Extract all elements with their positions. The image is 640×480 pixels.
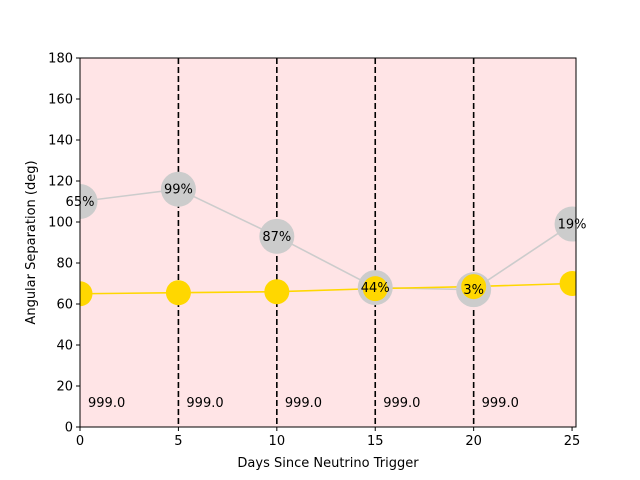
y-tick-label: 120 bbox=[48, 175, 73, 190]
y-tick-label: 20 bbox=[56, 380, 73, 395]
point-labels: 65%99%87%44% 3%19% bbox=[66, 183, 587, 298]
y-tick-label: 140 bbox=[48, 134, 73, 149]
series-marker bbox=[80, 184, 98, 219]
series-marker bbox=[80, 281, 93, 307]
series-marker bbox=[165, 280, 191, 306]
x-tick-label: 0 bbox=[76, 434, 84, 449]
point-label: 99% bbox=[164, 183, 193, 198]
x-tick-label: 25 bbox=[564, 434, 581, 449]
x-tick-label: 15 bbox=[367, 434, 384, 449]
vertical-line-label: 999.0 bbox=[186, 396, 223, 411]
vertical-line-label: 999.0 bbox=[482, 396, 519, 411]
series-group bbox=[80, 171, 576, 308]
y-tick-label: 160 bbox=[48, 93, 73, 108]
vertical-line-label: 999.0 bbox=[88, 396, 125, 411]
y-tick-label: 60 bbox=[56, 298, 73, 313]
y-tick-label: 40 bbox=[56, 339, 73, 354]
point-label: 44% bbox=[361, 281, 390, 296]
plot-background bbox=[80, 58, 576, 427]
vertical-line-label: 999.0 bbox=[383, 396, 420, 411]
series-marker bbox=[559, 271, 576, 296]
plot-frame bbox=[79, 57, 577, 428]
y-axis-ticks: 0 20 40 60 80 100 120 140 160 180 bbox=[48, 52, 80, 436]
series-marker bbox=[259, 218, 295, 254]
x-tick-label: 20 bbox=[465, 434, 482, 449]
vertical-line-labels: 999.0 999.0 999.0 999.0 999.0 bbox=[88, 396, 519, 411]
series-marker bbox=[160, 171, 196, 207]
point-label: 87% bbox=[262, 230, 291, 245]
y-tick-label: 180 bbox=[48, 52, 73, 67]
y-tick-label: 100 bbox=[48, 216, 73, 231]
y-axis-label: Angular Separation (deg) bbox=[24, 160, 39, 324]
series-marker bbox=[362, 276, 388, 302]
point-label: 3% bbox=[463, 283, 484, 298]
vertical-line-label: 999.0 bbox=[285, 396, 322, 411]
series-marker bbox=[461, 274, 487, 300]
series-marker bbox=[554, 206, 576, 242]
x-axis-ticks: 0 5 10 15 20 25 bbox=[76, 427, 580, 449]
y-tick-label: 0 bbox=[65, 421, 73, 436]
x-axis-label: Days Since Neutrino Trigger bbox=[237, 456, 419, 471]
point-label: 19% bbox=[558, 218, 587, 233]
x-tick-label: 5 bbox=[174, 434, 182, 449]
y-tick-label: 80 bbox=[56, 257, 73, 272]
x-tick-label: 10 bbox=[269, 434, 286, 449]
series-marker bbox=[264, 279, 290, 305]
